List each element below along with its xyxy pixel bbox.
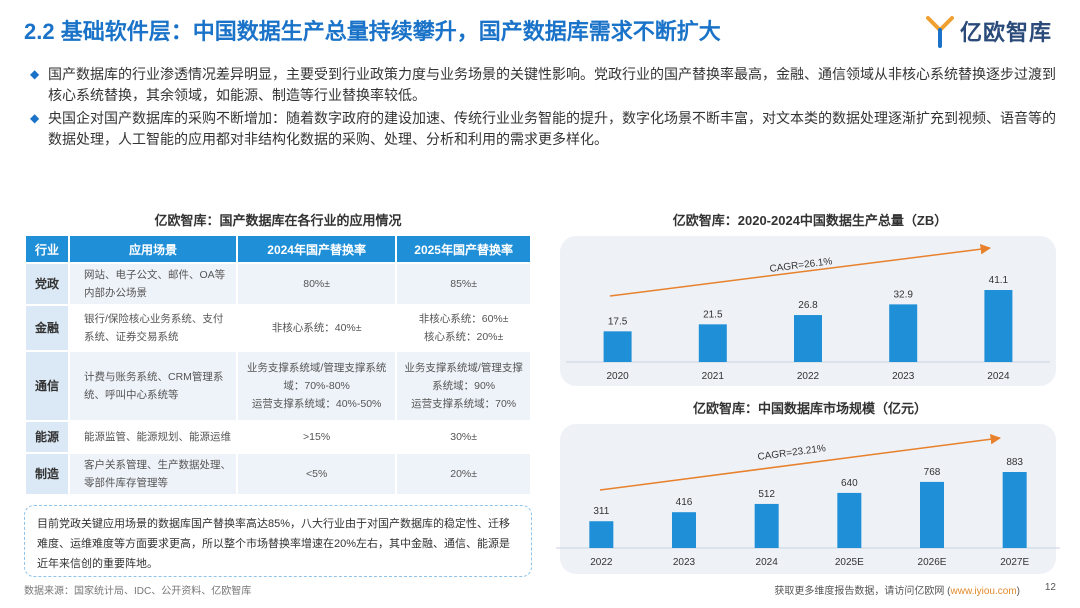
bullet-text: 国产数据库的行业渗透情况差异明显，主要受到行业政策力度与业务场景的关键性影响。党… bbox=[48, 66, 1056, 103]
footer-text: 获取更多维度报告数据，请访问亿欧网 ( bbox=[774, 586, 951, 597]
bar bbox=[889, 304, 918, 362]
footer-link[interactable]: www.iyiou.com bbox=[950, 586, 1017, 597]
bar bbox=[794, 315, 822, 362]
bullet-text: 央国企对国产数据库的采购不断增加：随着数字政府的建设加速、传统行业业务智能的提升… bbox=[48, 110, 1056, 147]
bullet-list: ◆ 国产数据库的行业渗透情况差异明显，主要受到行业政策力度与业务场景的关键性影响… bbox=[30, 64, 1060, 152]
table-header-row: 行业 应用场景 2024年国产替换率 2025年国产替换率 bbox=[24, 234, 532, 264]
logo-icon bbox=[925, 16, 954, 48]
column-header: 2025年国产替换率 bbox=[395, 234, 532, 264]
rate-2025-cell: 20%± bbox=[395, 452, 532, 496]
bar bbox=[984, 290, 1013, 362]
scene-cell: 能源监管、能源规划、能源运维 bbox=[68, 420, 238, 454]
category-tick-label: 2025E bbox=[835, 557, 864, 568]
bar-value-label: 512 bbox=[758, 489, 775, 500]
bar-value-label: 883 bbox=[1006, 457, 1023, 468]
chart-title-db-market: 亿欧智库：中国数据库市场规模（亿元） bbox=[692, 401, 927, 416]
column-header: 应用场景 bbox=[68, 234, 238, 264]
table-row: 能源 能源监管、能源规划、能源运维 >15% 30%± bbox=[24, 420, 532, 454]
diamond-bullet-icon: ◆ bbox=[30, 67, 40, 81]
category-tick-label: 2024 bbox=[756, 557, 779, 568]
db-market-bar-chart: 311 2022 416 2023 512 2024 640 2025E 768 2026E 883… bbox=[556, 434, 1060, 568]
chart-title-data-volume: 亿欧智库：2020-2024中国数据生产总量（ZB） bbox=[672, 213, 948, 228]
bullet-item: ◆ 央国企对国产数据库的采购不断增加：随着数字政府的建设加速、传统行业业务智能的… bbox=[30, 108, 1060, 150]
category-tick-label: 2020 bbox=[606, 371, 629, 382]
bar bbox=[920, 481, 944, 548]
category-tick-label: 2024 bbox=[987, 371, 1010, 382]
scene-cell: 计费与账务系统、CRM管理系统、呼叫中心系统等 bbox=[68, 350, 238, 422]
category-tick-label: 2026E bbox=[918, 557, 947, 568]
summary-note: 目前党政关键应用场景的数据库国产替换率高达85%，八大行业由于对国产数据库的稳定… bbox=[24, 505, 532, 577]
bar-value-label: 21.5 bbox=[703, 309, 723, 320]
bar-value-label: 311 bbox=[593, 506, 609, 517]
category-tick-label: 2023 bbox=[892, 371, 915, 382]
industry-cell: 制造 bbox=[24, 452, 70, 496]
rate-2025-cell: 非核心系统：60%± 核心系统：20%± bbox=[395, 304, 532, 352]
rate-2025-cell: 30%± bbox=[395, 420, 532, 454]
category-tick-label: 2022 bbox=[797, 371, 820, 382]
column-header: 行业 bbox=[24, 234, 70, 264]
bar-value-label: 41.1 bbox=[989, 275, 1009, 286]
rate-2024-cell: 80%± bbox=[235, 262, 398, 306]
logo-text: 亿欧智库 bbox=[959, 20, 1052, 45]
category-tick-label: 2022 bbox=[590, 557, 613, 568]
bar bbox=[589, 521, 614, 548]
bar bbox=[672, 512, 696, 548]
footer: 获取更多维度报告数据，请访问亿欧网 (www.iyiou.com) bbox=[774, 582, 1020, 597]
chart-panel bbox=[560, 424, 1056, 574]
scene-cell: 网站、电子公文、邮件、OA等内部办公场景 bbox=[68, 262, 238, 306]
page-number: 12 bbox=[1044, 582, 1056, 593]
category-tick-label: 2027E bbox=[1000, 557, 1029, 568]
scene-cell: 银行/保险核心业务系统、支付系统、证券交易系统 bbox=[68, 304, 238, 352]
logo: 亿欧智库 bbox=[925, 14, 1052, 48]
cagr-annotation: CAGR=23.21% bbox=[757, 443, 827, 463]
bar bbox=[837, 492, 862, 548]
bar bbox=[698, 324, 727, 362]
data-volume-bar-chart: 17.5 2020 21.5 2021 26.8 2022 32.9 2023 41.1 2024… bbox=[566, 243, 1050, 382]
rate-2024-cell: >15% bbox=[235, 420, 398, 454]
bar-value-label: 768 bbox=[924, 467, 941, 478]
page-title: 2.2 基础软件层：中国数据生产总量持续攀升，国产数据库需求不断扩大 bbox=[24, 19, 721, 44]
table-title: 亿欧智库：国产数据库在各行业的应用情况 bbox=[154, 213, 402, 228]
scene-cell: 客户关系管理、生产数据处理、零部件库存管理等 bbox=[68, 452, 238, 496]
bar bbox=[603, 331, 632, 362]
industry-table: 行业 应用场景 2024年国产替换率 2025年国产替换率 党政 网站、电子公文… bbox=[24, 234, 532, 496]
industry-cell: 党政 bbox=[24, 262, 70, 306]
table-row: 通信 计费与账务系统、CRM管理系统、呼叫中心系统等 业务支撑系统域/管理支撑系… bbox=[24, 350, 532, 422]
industry-cell: 通信 bbox=[24, 350, 70, 422]
rate-2025-cell: 85%± bbox=[395, 262, 532, 306]
rate-2025-cell: 业务支撑系统域/管理支撑系统域：90% 运营支撑系统域：70% bbox=[395, 350, 532, 422]
bar-value-label: 416 bbox=[676, 497, 693, 508]
diamond-bullet-icon: ◆ bbox=[30, 111, 40, 125]
bar bbox=[1002, 472, 1027, 548]
bar-value-label: 640 bbox=[841, 478, 858, 489]
table-row: 制造 客户关系管理、生产数据处理、零部件库存管理等 <5% 20%± bbox=[24, 452, 532, 496]
footer-close: ) bbox=[1016, 586, 1020, 597]
column-header: 2024年国产替换率 bbox=[235, 234, 398, 264]
bar-value-label: 32.9 bbox=[893, 289, 913, 300]
table-row: 党政 网站、电子公文、邮件、OA等内部办公场景 80%± 85%± bbox=[24, 262, 532, 306]
cagr-trend-arrow bbox=[599, 434, 1002, 491]
bar-value-label: 26.8 bbox=[798, 300, 818, 311]
category-tick-label: 2021 bbox=[702, 371, 725, 382]
data-source: 数据来源：国家统计局、IDC、公开资料、亿欧智库 bbox=[24, 586, 252, 597]
rate-2024-cell: 业务支撑系统域/管理支撑系统域：70%-80% 运营支撑系统域：40%-50% bbox=[235, 350, 398, 422]
industry-cell: 能源 bbox=[24, 420, 70, 454]
bar bbox=[754, 503, 779, 548]
rate-2024-cell: 非核心系统：40%± bbox=[235, 304, 398, 352]
cagr-trend-arrow bbox=[609, 243, 992, 297]
category-tick-label: 2023 bbox=[673, 557, 696, 568]
rate-2024-cell: <5% bbox=[235, 452, 398, 496]
industry-cell: 金融 bbox=[24, 304, 70, 352]
bullet-item: ◆ 国产数据库的行业渗透情况差异明显，主要受到行业政策力度与业务场景的关键性影响… bbox=[30, 64, 1060, 106]
bar-value-label: 17.5 bbox=[608, 316, 628, 327]
table-row: 金融 银行/保险核心业务系统、支付系统、证券交易系统 非核心系统：40%± 非核… bbox=[24, 304, 532, 352]
